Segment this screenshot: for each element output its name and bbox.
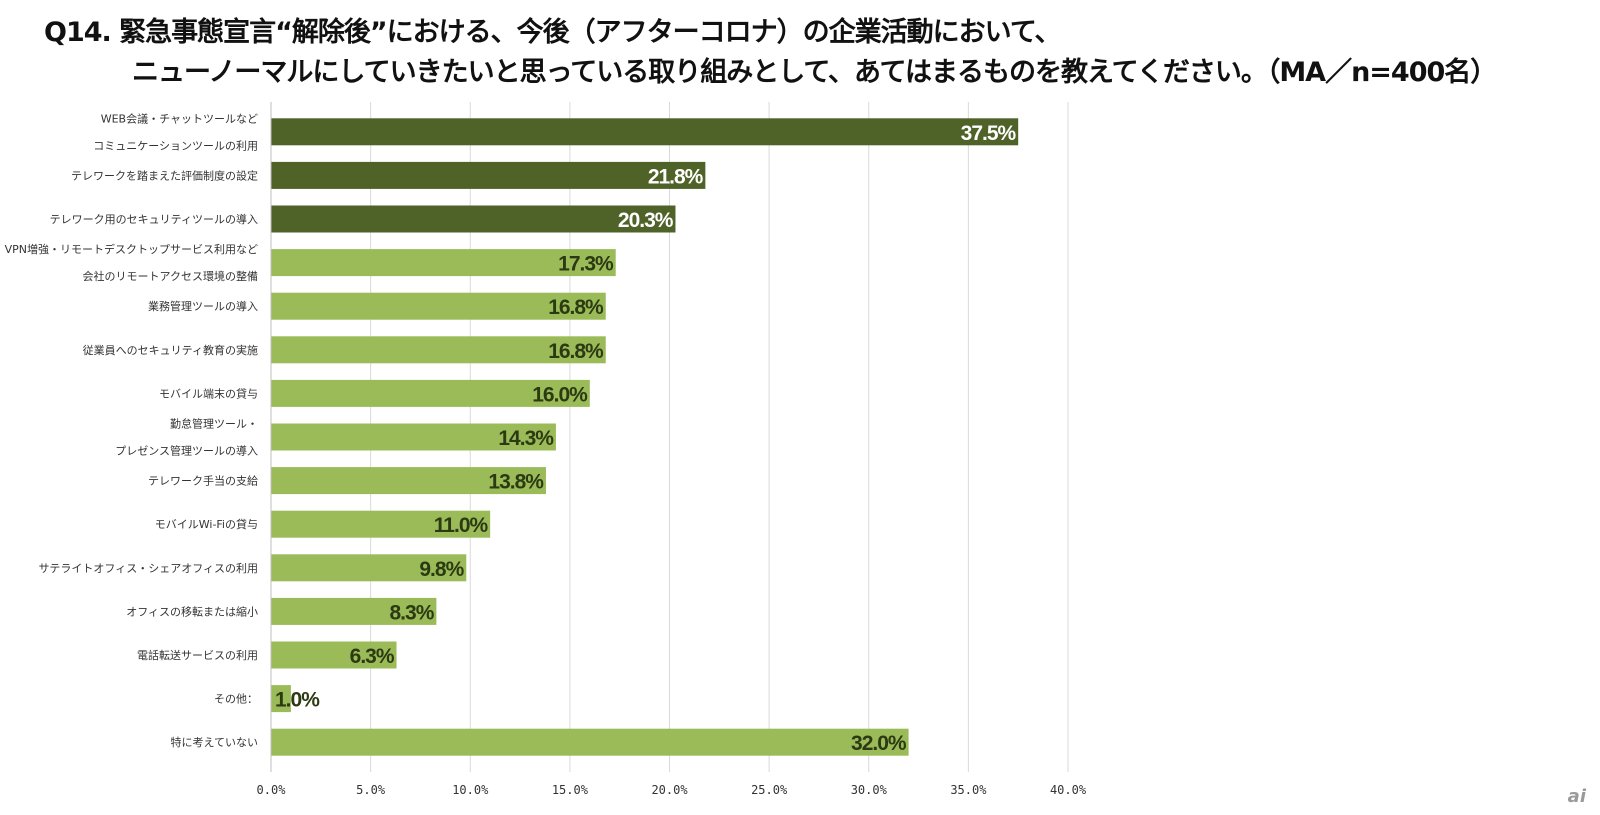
data-label: 16.8% bbox=[548, 296, 604, 319]
data-label: 16.0% bbox=[532, 383, 588, 406]
data-label: 20.3% bbox=[618, 209, 674, 232]
x-tick-label: 40.0% bbox=[1050, 783, 1087, 797]
bar bbox=[271, 205, 676, 233]
category-label: モバイル端末の貸与 bbox=[159, 386, 258, 400]
bar bbox=[271, 292, 606, 320]
category-label: テレワーク手当の支給 bbox=[148, 474, 258, 488]
category-label: 従業員へのセキュリティ教育の実施 bbox=[83, 343, 258, 357]
bar bbox=[271, 379, 590, 407]
x-tick-label: 20.0% bbox=[651, 783, 688, 797]
x-tick-label: 0.0% bbox=[257, 783, 287, 797]
bar bbox=[271, 423, 556, 451]
chart-title-line2: ニューノーマルにしていきたいと思っている取り組みとして、あてはまるものを教えてく… bbox=[132, 57, 1497, 88]
bar bbox=[271, 249, 616, 277]
category-label: 特に考えていない bbox=[171, 735, 258, 749]
x-tick-label: 25.0% bbox=[751, 783, 788, 797]
data-label: 11.0% bbox=[434, 514, 489, 537]
bar bbox=[271, 467, 546, 495]
bar bbox=[271, 510, 491, 538]
category-label: モバイルWi-Fiの貸与 bbox=[155, 517, 258, 531]
data-label: 8.3% bbox=[390, 601, 435, 624]
category-label: テレワーク用のセキュリティツールの導入 bbox=[50, 212, 258, 226]
data-label: 13.8% bbox=[488, 471, 544, 494]
data-label: 21.8% bbox=[648, 165, 704, 188]
data-label: 1.0% bbox=[275, 689, 320, 712]
x-tick-label: 15.0% bbox=[552, 783, 589, 797]
category-label: 業務管理ツールの導入 bbox=[148, 299, 258, 313]
category-label: 会社のリモートアクセス環境の整備 bbox=[83, 269, 258, 283]
x-tick-label: 30.0% bbox=[851, 783, 888, 797]
data-label: 16.8% bbox=[548, 340, 604, 363]
bar bbox=[271, 597, 437, 625]
bar bbox=[271, 728, 909, 756]
category-label: テレワークを踏まえた評価制度の設定 bbox=[71, 168, 258, 182]
x-tick-label: 5.0% bbox=[356, 783, 386, 797]
category-label: その他： bbox=[214, 693, 258, 706]
x-tick-label: 10.0% bbox=[452, 783, 489, 797]
data-label: 6.3% bbox=[350, 645, 395, 668]
bar bbox=[271, 641, 397, 669]
category-label: 勤怠管理ツール・ bbox=[170, 417, 258, 431]
category-label: サテライトオフィス・シェアオフィスの利用 bbox=[38, 562, 258, 575]
category-label: 電話転送サービスの利用 bbox=[137, 648, 258, 662]
bar bbox=[271, 161, 706, 189]
chart-title-line1: Q14. 緊急事態宣言“解除後”における、今後（アフターコロナ）の企業活動におい… bbox=[44, 17, 1062, 48]
x-tick-label: 35.0% bbox=[950, 783, 987, 797]
data-label: 17.3% bbox=[558, 253, 614, 276]
data-label: 14.3% bbox=[498, 427, 554, 450]
bar bbox=[271, 118, 1019, 146]
data-label: 32.0% bbox=[851, 732, 907, 755]
bar bbox=[271, 554, 467, 582]
data-label: 9.8% bbox=[419, 558, 464, 581]
publisher-logo: ai bbox=[1567, 786, 1586, 807]
bar bbox=[271, 336, 606, 364]
category-label: プレゼンス管理ツールの導入 bbox=[115, 444, 258, 458]
category-label: オフィスの移転または縮小 bbox=[126, 604, 258, 618]
data-label: 37.5% bbox=[961, 122, 1017, 145]
category-label: WEB会議・チャットツールなど bbox=[101, 111, 258, 125]
bar bbox=[271, 685, 291, 713]
category-label: VPN増強・リモートデスクトップサービス利用など bbox=[5, 242, 258, 256]
category-label: コミュニケーションツールの利用 bbox=[93, 139, 258, 152]
